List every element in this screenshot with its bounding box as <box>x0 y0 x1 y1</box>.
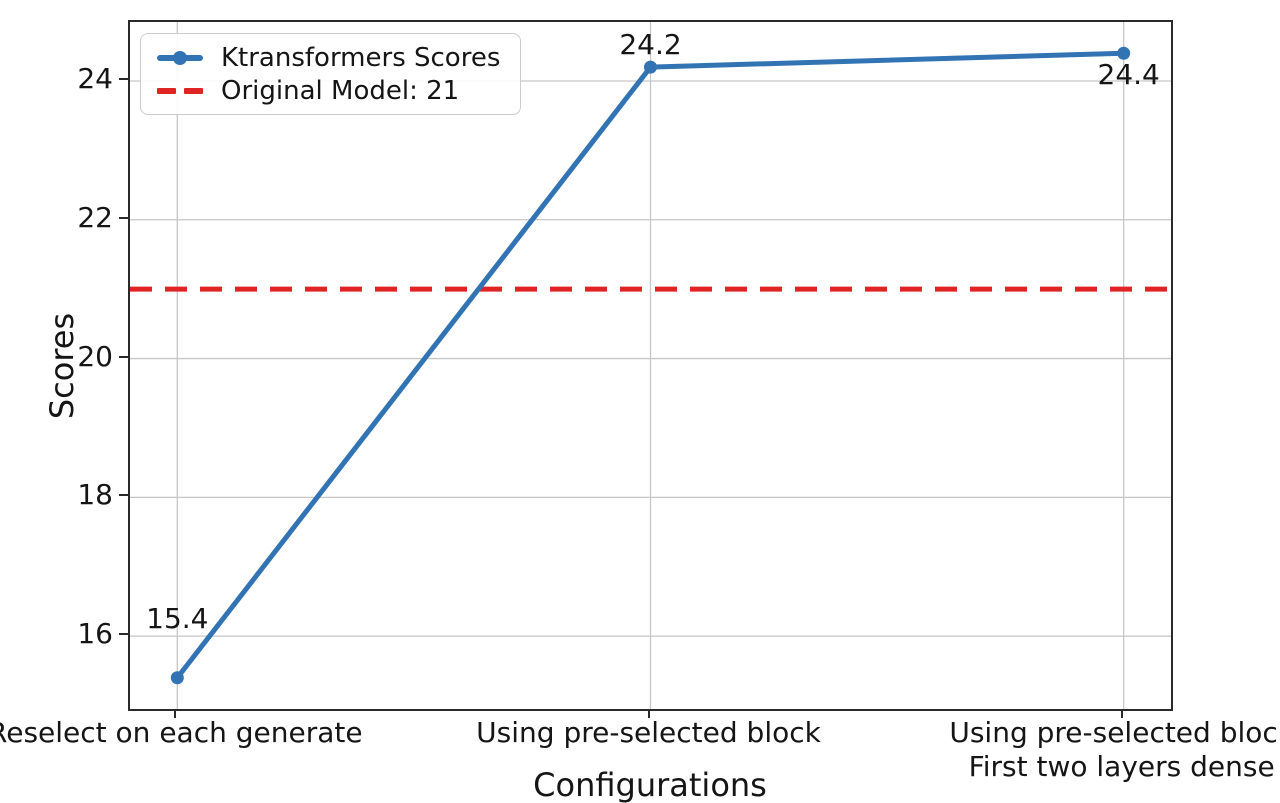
line-marker-icon <box>157 50 203 65</box>
legend-entry-label: Ktransformers Scores <box>221 42 501 73</box>
x-tick-mark <box>174 709 177 718</box>
data-point-marker <box>644 60 657 74</box>
x-tick-label: Using pre-selected block First two layers… <box>949 716 1280 783</box>
y-tick-label: 24 <box>77 61 113 95</box>
legend-entry-label: Original Model: 21 <box>221 75 460 106</box>
x-tick-label: Using pre-selected block <box>476 716 821 749</box>
chart-canvas: 15.4 24.2 24.4 <box>130 22 1171 709</box>
y-tick-mark <box>119 355 128 358</box>
y-tick-mark <box>119 494 128 497</box>
y-tick-label: 18 <box>77 478 113 512</box>
y-tick-label: 16 <box>77 617 113 651</box>
y-tick-mark <box>119 77 128 80</box>
data-point-label: 24.2 <box>619 28 681 61</box>
x-tick-mark <box>647 709 650 718</box>
legend: Ktransformers Scores Original Model: 21 <box>140 33 522 115</box>
data-point-marker <box>1117 46 1131 60</box>
y-tick-label: 22 <box>77 200 113 234</box>
legend-entry: Ktransformers Scores <box>157 42 500 73</box>
x-tick-mark <box>1120 709 1123 718</box>
x-axis-label: Configurations <box>533 766 767 803</box>
y-tick-mark <box>119 633 128 636</box>
legend-entry: Original Model: 21 <box>157 75 500 106</box>
data-point-label: 15.4 <box>146 602 208 635</box>
plot-area: 15.4 24.2 24.4 Ktransformers Scores Origina… <box>128 20 1173 711</box>
dashed-line-icon <box>157 87 203 94</box>
x-tick-label: Reselect on each generate <box>0 716 363 749</box>
y-axis-label: Scores <box>43 312 81 420</box>
y-tick-label: 20 <box>77 339 113 373</box>
data-point-label: 24.4 <box>1098 58 1160 91</box>
data-point-marker <box>170 671 184 685</box>
y-tick-mark <box>119 216 128 219</box>
